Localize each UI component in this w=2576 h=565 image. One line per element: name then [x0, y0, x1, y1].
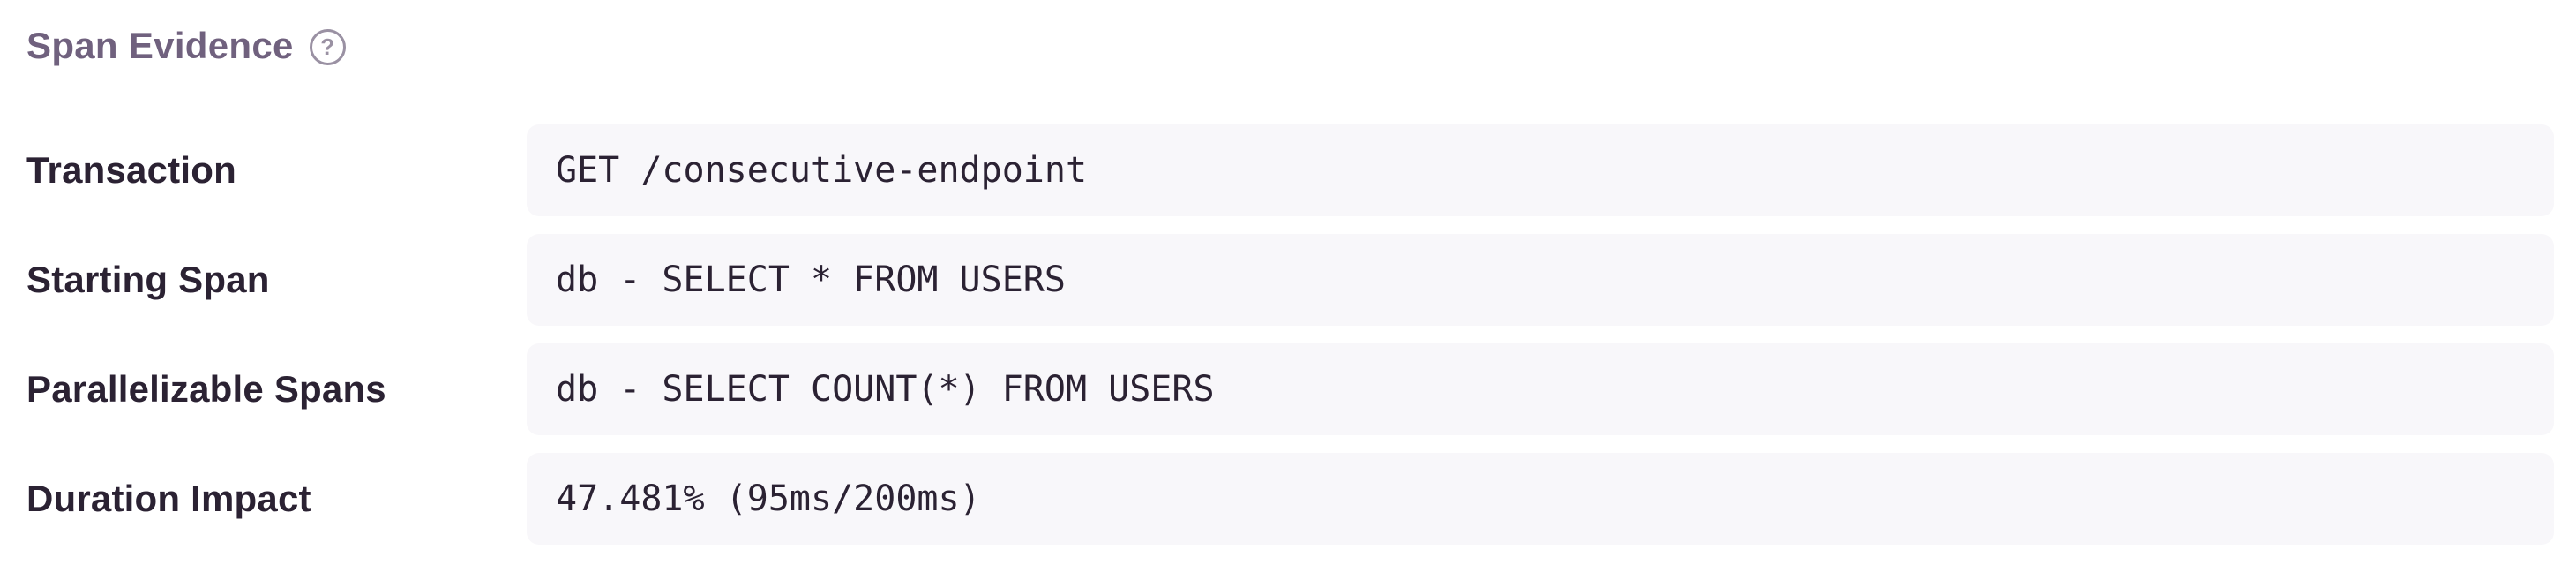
span-evidence-section: Span Evidence ? Transaction GET /consecu…	[26, 26, 2554, 545]
help-question-icon[interactable]: ?	[309, 29, 346, 65]
section-title: Span Evidence	[26, 25, 294, 66]
row-value-duration-impact: 47.481% (95ms/200ms)	[527, 453, 2554, 545]
row-label-starting-span: Starting Span	[26, 259, 270, 300]
span-evidence-header: Span Evidence ?	[26, 26, 2554, 65]
row-value-transaction: GET /consecutive-endpoint	[527, 124, 2554, 216]
row-label-transaction: Transaction	[26, 149, 236, 191]
span-evidence-table: Transaction GET /consecutive-endpoint St…	[26, 124, 2554, 545]
row-value-starting-span: db - SELECT * FROM USERS	[527, 234, 2554, 326]
row-label-duration-impact: Duration Impact	[26, 478, 311, 519]
row-value-parallelizable-spans: db - SELECT COUNT(*) FROM USERS	[527, 343, 2554, 435]
row-label-parallelizable-spans: Parallelizable Spans	[26, 368, 386, 410]
